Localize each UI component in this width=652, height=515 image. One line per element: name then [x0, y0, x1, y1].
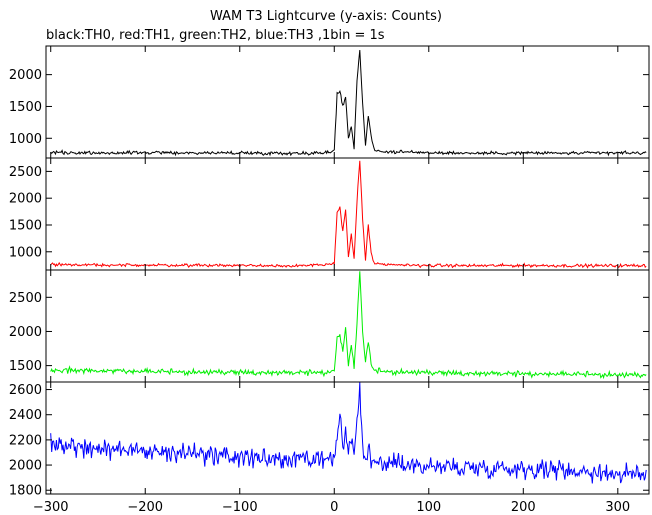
x-tick-label: −300	[33, 500, 69, 515]
panel-frame	[45, 45, 650, 159]
series-line-th1	[50, 160, 647, 269]
y-tick-label: 2400	[9, 408, 42, 423]
x-tick-label: 100	[416, 500, 441, 515]
panel-frame	[45, 269, 650, 383]
x-tick-label: 0	[330, 500, 338, 515]
x-tick-label: −100	[222, 500, 258, 515]
x-tick-label: 300	[605, 500, 630, 515]
series-line-th0	[50, 49, 647, 157]
y-tick-label: 2000	[9, 192, 42, 207]
y-tick-label: 2500	[9, 165, 42, 180]
panel-frame	[45, 157, 650, 271]
y-tick-label: 1500	[9, 218, 42, 233]
x-tick-label: −200	[127, 500, 163, 515]
y-tick-label: 2200	[9, 433, 42, 448]
y-tick-label: 2500	[9, 291, 42, 306]
y-tick-label: 1000	[9, 245, 42, 260]
chart-title: WAM T3 Lightcurve (y-axis: Counts)	[210, 9, 442, 24]
chart-subtitle: black:TH0, red:TH1, green:TH2, blue:TH3 …	[46, 28, 385, 43]
y-tick-label: 1800	[9, 484, 42, 499]
y-tick-label: 2000	[9, 68, 42, 83]
x-tick-label: 200	[511, 500, 536, 515]
y-tick-label: 2000	[9, 325, 42, 340]
y-tick-label: 2000	[9, 459, 42, 474]
y-tick-label: 1500	[9, 359, 42, 374]
y-tick-label: 1500	[9, 100, 42, 115]
y-tick-label: 1000	[9, 132, 42, 147]
y-tick-label: 2600	[9, 383, 42, 398]
panel-frame	[45, 381, 650, 495]
series-line-th2	[50, 271, 647, 380]
series-line-th3	[50, 382, 647, 484]
